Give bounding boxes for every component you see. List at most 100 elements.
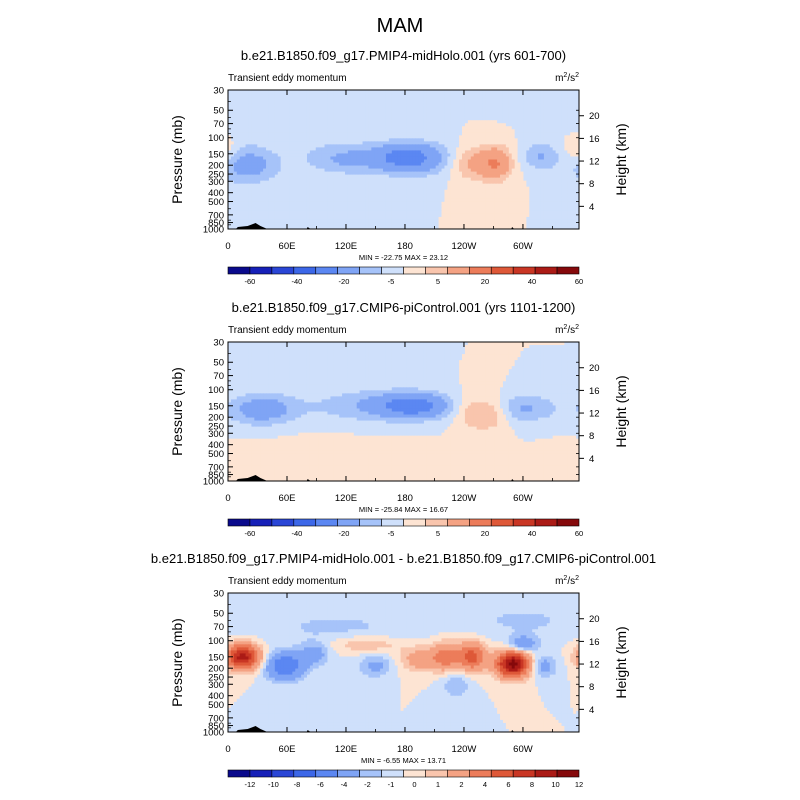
contour-cell [573, 141, 577, 145]
contour-cell [292, 96, 296, 100]
contour-cell [394, 96, 399, 100]
contour-cell [304, 141, 308, 145]
contour-cell [576, 114, 580, 118]
contour-cell [260, 198, 264, 203]
contour-cell [467, 126, 472, 130]
contour-cell [368, 126, 372, 130]
contour-cell [511, 138, 516, 142]
contour-cell [488, 126, 492, 130]
contour-cell [558, 93, 562, 97]
contour-cell [350, 174, 355, 179]
contour-cell [371, 132, 375, 136]
contour-cell [242, 102, 247, 106]
contour-cell [540, 174, 545, 179]
contour-cell [230, 198, 235, 203]
contour-cell [347, 171, 352, 176]
contour-cell [327, 120, 331, 124]
contour-cell [549, 105, 554, 109]
contour-cell [289, 117, 293, 121]
contour-cell [304, 144, 308, 148]
contour-cell [230, 129, 235, 133]
contour-cell [260, 201, 264, 206]
contour-cell [479, 171, 483, 176]
contour-cell [330, 177, 334, 182]
contour-cell [374, 150, 378, 154]
contour-cell [432, 138, 437, 142]
contour-cell [391, 195, 396, 200]
contour-cell [529, 99, 533, 103]
contour-cell [488, 138, 492, 142]
contour-cell [359, 141, 364, 145]
contour-cell [488, 132, 492, 136]
contour-cell [345, 144, 349, 148]
contour-cell [517, 138, 521, 142]
contour-cell [301, 189, 305, 194]
contour-cell [576, 117, 580, 121]
contour-cell [470, 174, 475, 179]
contour-cell [321, 162, 326, 167]
contour-cell [330, 204, 334, 209]
contour-cell [473, 111, 478, 115]
contour-cell [365, 150, 369, 154]
contour-cell [403, 102, 407, 106]
contour-cell [535, 171, 539, 176]
contour-cell [435, 141, 440, 145]
contour-cell [491, 177, 495, 182]
contour-cell [339, 192, 343, 197]
contour-cell [266, 141, 270, 145]
contour-cell [260, 168, 264, 173]
contour-cell [549, 120, 554, 124]
contour-cell [403, 201, 407, 206]
contour-cell [295, 144, 299, 148]
contour-cell [312, 150, 317, 154]
contour-cell [286, 96, 290, 100]
contour-cell [277, 141, 282, 145]
contour-cell [350, 168, 355, 173]
contour-cell [371, 111, 375, 115]
contour-cell [228, 147, 232, 151]
contour-cell [467, 147, 472, 151]
contour-cell [266, 117, 270, 121]
contour-cell [274, 120, 279, 124]
contour-cell [260, 111, 264, 115]
contour-cell [476, 99, 481, 103]
contour-cell [500, 210, 504, 215]
contour-cell [473, 180, 478, 185]
contour-cell [374, 105, 378, 109]
contour-cell [260, 90, 264, 94]
contour-cell [383, 117, 387, 121]
contour-cell [561, 180, 565, 185]
contour-cell [502, 126, 507, 130]
contour-cell [561, 93, 565, 97]
contour-cell [248, 138, 252, 142]
contour-cell [447, 108, 451, 112]
contour-cell [500, 150, 504, 154]
contour-cell [456, 129, 460, 133]
contour-cell [412, 108, 416, 112]
contour-cell [529, 114, 533, 118]
contour-cell [365, 108, 369, 112]
contour-cell [505, 120, 510, 124]
contour-cell [283, 132, 287, 136]
contour-cell [242, 120, 247, 124]
contour-cell [327, 111, 331, 115]
contour-cell [356, 138, 361, 142]
contour-cell [309, 189, 314, 194]
contour-cell [400, 150, 404, 154]
contour-cell [573, 186, 577, 191]
contour-cell [523, 204, 527, 209]
contour-cell [263, 111, 267, 115]
contour-cell [435, 180, 440, 185]
contour-cell [365, 93, 369, 97]
contour-cell [520, 183, 524, 188]
contour-cell [315, 150, 320, 154]
contour-cell [453, 90, 457, 94]
contour-cell [242, 105, 247, 109]
contour-cell [476, 144, 481, 148]
contour-cell [476, 120, 481, 124]
contour-cell [517, 183, 521, 188]
contour-cell [304, 210, 308, 215]
contour-cell [517, 126, 521, 130]
contour-cell [377, 144, 381, 148]
contour-cell [350, 210, 355, 215]
